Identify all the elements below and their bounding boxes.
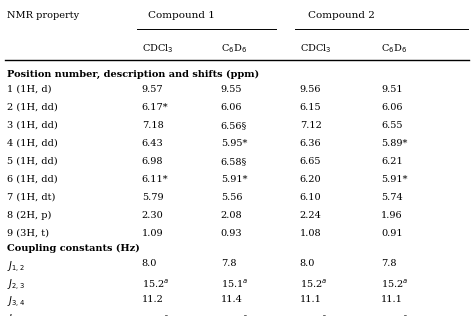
Text: 9.55: 9.55 <box>221 85 242 94</box>
Text: 5.56: 5.56 <box>221 193 242 202</box>
Text: 6.43: 6.43 <box>142 139 164 148</box>
Text: 9.56: 9.56 <box>300 85 321 94</box>
Text: $J_{4,5}$: $J_{4,5}$ <box>7 313 25 316</box>
Text: 6.58§: 6.58§ <box>221 157 247 166</box>
Text: 6 (1H, dd): 6 (1H, dd) <box>7 175 58 184</box>
Text: 3 (1H, dd): 3 (1H, dd) <box>7 121 58 130</box>
Text: 6.65: 6.65 <box>300 157 321 166</box>
Text: 7.8: 7.8 <box>221 259 236 269</box>
Text: $J_{1,2}$: $J_{1,2}$ <box>7 259 25 275</box>
Text: 11.1: 11.1 <box>300 295 321 304</box>
Text: Compound 2: Compound 2 <box>308 11 375 20</box>
Text: 2.30: 2.30 <box>142 211 164 220</box>
Text: 5 (1H, dd): 5 (1H, dd) <box>7 157 58 166</box>
Text: 6.17*: 6.17* <box>142 103 168 112</box>
Text: 6.36: 6.36 <box>300 139 321 148</box>
Text: NMR property: NMR property <box>7 11 79 20</box>
Text: 15.4$^a$: 15.4$^a$ <box>142 313 169 316</box>
Text: 0.93: 0.93 <box>221 229 242 238</box>
Text: 2.08: 2.08 <box>221 211 242 220</box>
Text: 7.8: 7.8 <box>381 259 397 269</box>
Text: 5.79: 5.79 <box>142 193 164 202</box>
Text: 9.51: 9.51 <box>381 85 402 94</box>
Text: $J_{2,3}$: $J_{2,3}$ <box>7 277 25 293</box>
Text: $J_{3,4}$: $J_{3,4}$ <box>7 295 25 311</box>
Text: 2 (1H, dd): 2 (1H, dd) <box>7 103 58 112</box>
Text: C$_6$D$_6$: C$_6$D$_6$ <box>221 42 247 55</box>
Text: 1 (1H, d): 1 (1H, d) <box>7 85 52 94</box>
Text: 6.11*: 6.11* <box>142 175 168 184</box>
Text: 6.06: 6.06 <box>381 103 402 112</box>
Text: Coupling constants (Hz): Coupling constants (Hz) <box>7 244 140 253</box>
Text: 14.9$^a$: 14.9$^a$ <box>381 313 409 316</box>
Text: 2.24: 2.24 <box>300 211 321 220</box>
Text: 6.06: 6.06 <box>221 103 242 112</box>
Text: 11.4: 11.4 <box>221 295 243 304</box>
Text: Compound 1: Compound 1 <box>148 11 215 20</box>
Text: CDCl$_3$: CDCl$_3$ <box>300 42 331 55</box>
Text: 5.74: 5.74 <box>381 193 403 202</box>
Text: 5.91*: 5.91* <box>381 175 408 184</box>
Text: 6.98: 6.98 <box>142 157 163 166</box>
Text: 4 (1H, dd): 4 (1H, dd) <box>7 139 58 148</box>
Text: 8.0: 8.0 <box>142 259 157 269</box>
Text: 15.2$^a$: 15.2$^a$ <box>142 277 169 290</box>
Text: 11.2: 11.2 <box>142 295 164 304</box>
Text: 0.91: 0.91 <box>381 229 402 238</box>
Text: 9 (3H, t): 9 (3H, t) <box>7 229 49 238</box>
Text: 14.9$^a$: 14.9$^a$ <box>300 313 327 316</box>
Text: CDCl$_3$: CDCl$_3$ <box>142 42 173 55</box>
Text: 1.08: 1.08 <box>300 229 321 238</box>
Text: 8 (2H, p): 8 (2H, p) <box>7 211 52 220</box>
Text: 8.0: 8.0 <box>300 259 315 269</box>
Text: 6.56§: 6.56§ <box>221 121 247 130</box>
Text: 6.10: 6.10 <box>300 193 321 202</box>
Text: 5.89*: 5.89* <box>381 139 407 148</box>
Text: 9.57: 9.57 <box>142 85 164 94</box>
Text: 15.2$^a$: 15.2$^a$ <box>300 277 327 290</box>
Text: 5.95*: 5.95* <box>221 139 247 148</box>
Text: C$_6$D$_6$: C$_6$D$_6$ <box>381 42 407 55</box>
Text: 6.15: 6.15 <box>300 103 321 112</box>
Text: Position number, description and shifts (ppm): Position number, description and shifts … <box>7 70 259 79</box>
Text: 11.1: 11.1 <box>381 295 403 304</box>
Text: 6.55: 6.55 <box>381 121 402 130</box>
Text: 5.91*: 5.91* <box>221 175 247 184</box>
Text: 1.09: 1.09 <box>142 229 164 238</box>
Text: 15.1$^a$: 15.1$^a$ <box>221 277 248 290</box>
Text: 7.12: 7.12 <box>300 121 321 130</box>
Text: 15.2$^a$: 15.2$^a$ <box>381 277 408 290</box>
Text: 15.1$^a$: 15.1$^a$ <box>221 313 248 316</box>
Text: 1.96: 1.96 <box>381 211 402 220</box>
Text: 6.21: 6.21 <box>381 157 403 166</box>
Text: 7 (1H, dt): 7 (1H, dt) <box>7 193 55 202</box>
Text: 6.20: 6.20 <box>300 175 321 184</box>
Text: 7.18: 7.18 <box>142 121 164 130</box>
